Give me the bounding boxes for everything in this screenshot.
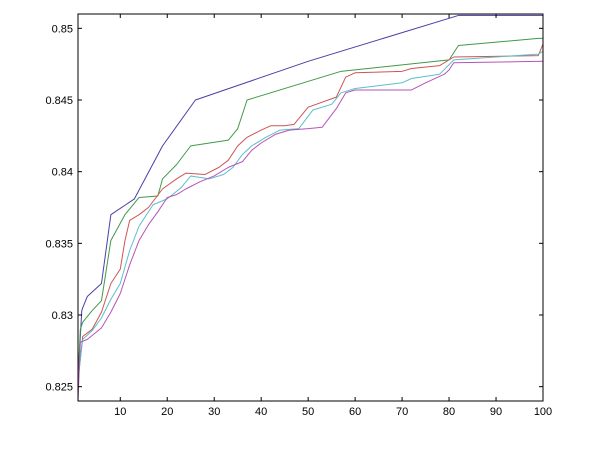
y-tick-label: 0.845 <box>45 95 73 107</box>
y-tick-label: 0.835 <box>45 238 73 250</box>
plot-frame <box>77 13 544 402</box>
x-tick-label: 70 <box>396 406 408 418</box>
y-tick-label: 0.83 <box>52 310 73 322</box>
series-line-2 <box>77 37 543 380</box>
y-tick-label: 0.825 <box>45 382 73 394</box>
series-line-5 <box>77 60 544 402</box>
series-line-1 <box>77 14 543 380</box>
x-tick-label: 90 <box>490 406 502 418</box>
tick-labels: 10 20 30 40 50 60 70 80 90 100 0.825 0.83 0.835 0.84 0… <box>45 23 552 418</box>
x-tick-label: 50 <box>302 406 314 418</box>
axes <box>77 13 544 402</box>
x-tick-label: 100 <box>534 406 552 418</box>
x-tick-label: 20 <box>161 406 173 418</box>
x-tick-label: 40 <box>255 406 267 418</box>
x-tick-label: 80 <box>443 406 455 418</box>
plot-lines <box>77 14 544 402</box>
x-tick-label: 30 <box>208 406 220 418</box>
series-line-4 <box>77 50 544 380</box>
series-line-3 <box>77 43 544 381</box>
y-tick-label: 0.84 <box>52 167 73 179</box>
x-tick-label: 10 <box>114 406 126 418</box>
x-tick-label: 60 <box>349 406 361 418</box>
y-tick-label: 0.85 <box>52 23 73 35</box>
